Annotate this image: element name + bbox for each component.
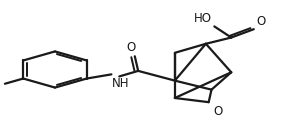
Text: O: O	[127, 41, 136, 54]
Text: O: O	[214, 105, 223, 118]
Text: NH: NH	[112, 77, 129, 90]
Text: HO: HO	[193, 12, 212, 25]
Text: O: O	[257, 15, 266, 28]
